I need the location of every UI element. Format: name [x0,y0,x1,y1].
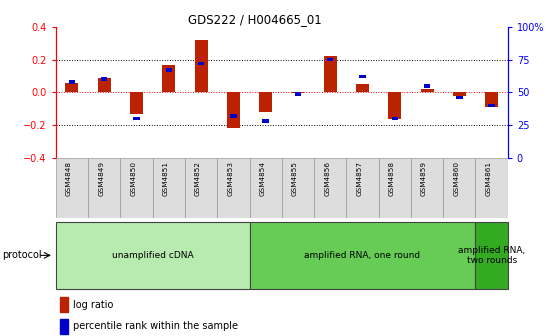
Bar [98,78,110,92]
Text: protocol: protocol [2,250,42,260]
Bar [133,117,140,120]
Bar [121,158,153,218]
Bar [249,158,282,218]
Bar [69,80,75,84]
Bar [488,104,495,107]
Bar [356,84,369,92]
Title: GDS222 / H004665_01: GDS222 / H004665_01 [188,13,321,26]
Bar [314,158,347,218]
Text: GSM4859: GSM4859 [421,161,427,196]
Text: GSM4854: GSM4854 [259,161,266,196]
Text: GSM4850: GSM4850 [131,161,137,196]
Bar [282,158,314,218]
Bar [259,92,272,112]
Bar [56,158,88,218]
Bar [262,119,269,123]
Bar [162,65,175,92]
Text: amplified RNA,
two rounds: amplified RNA, two rounds [458,246,525,265]
Bar [198,62,204,66]
Text: log ratio: log ratio [73,300,113,309]
Bar [379,158,411,218]
Bar [217,158,249,218]
Text: GSM4849: GSM4849 [98,161,104,196]
Text: GSM4857: GSM4857 [357,161,363,196]
Bar [101,78,108,81]
Bar [230,114,237,118]
Text: GSM4851: GSM4851 [163,161,169,196]
Bar [88,158,121,218]
Bar [65,83,78,92]
Bar [453,92,466,96]
Bar [227,92,240,128]
Text: percentile rank within the sample: percentile rank within the sample [73,322,238,331]
Text: GSM4858: GSM4858 [389,161,395,196]
Bar [443,158,475,218]
Bar [359,75,365,79]
Bar [60,319,69,334]
Bar [195,40,208,92]
Bar [324,56,336,92]
Bar [60,297,69,312]
Bar [295,92,301,95]
Text: GSM4860: GSM4860 [453,161,459,196]
Text: GSM4861: GSM4861 [485,161,492,196]
Bar [291,92,305,93]
Bar [56,222,249,289]
Text: GSM4853: GSM4853 [227,161,233,196]
Bar [153,158,185,218]
Bar [388,92,401,119]
Bar [327,58,334,61]
Bar [185,158,217,218]
Text: GSM4848: GSM4848 [66,161,72,196]
Bar [424,84,430,88]
Bar [421,89,434,92]
Text: GSM4856: GSM4856 [324,161,330,196]
Bar [392,117,398,120]
Text: unamplified cDNA: unamplified cDNA [112,251,194,260]
Bar [456,96,463,99]
Text: GSM4855: GSM4855 [292,161,298,196]
Bar [130,92,143,114]
Text: GSM4852: GSM4852 [195,161,201,196]
Bar [347,158,379,218]
Bar [475,158,508,218]
Bar [485,92,498,107]
Bar [166,68,172,72]
Bar [475,222,508,289]
Bar [411,158,443,218]
Bar [249,222,475,289]
Text: amplified RNA, one round: amplified RNA, one round [305,251,421,260]
